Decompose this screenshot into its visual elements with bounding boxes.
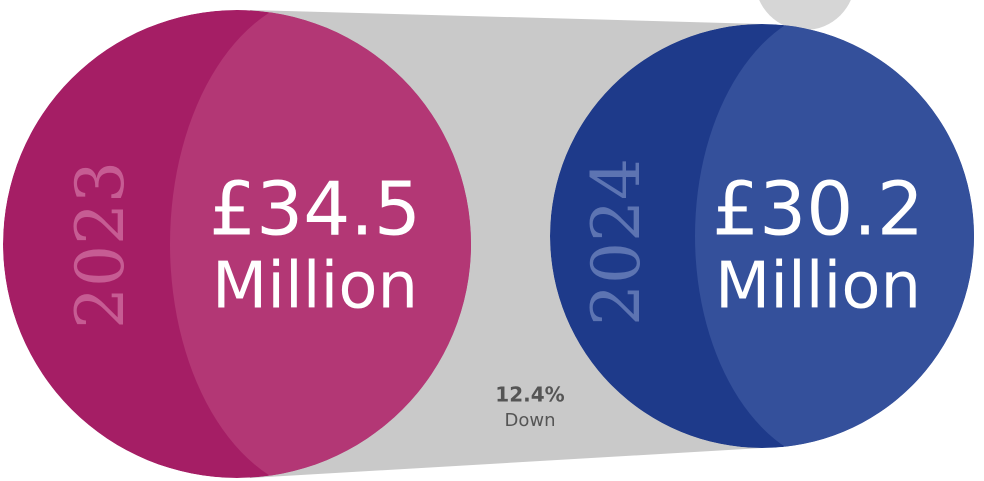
unit: Million bbox=[212, 250, 418, 324]
change-percent: 12.4% bbox=[495, 383, 564, 407]
unit: Million bbox=[715, 250, 921, 324]
left-circle bbox=[3, 10, 471, 478]
amount: £34.5 bbox=[209, 167, 421, 253]
change-direction: Down bbox=[504, 410, 555, 431]
amount: £30.2 bbox=[712, 167, 924, 253]
year-label: 2023 bbox=[62, 161, 139, 329]
right-circle bbox=[550, 24, 974, 448]
left-circle-light bbox=[170, 10, 471, 478]
year-label: 2024 bbox=[578, 158, 655, 326]
right-circle-light bbox=[695, 24, 974, 448]
decor-circle bbox=[759, 0, 851, 30]
